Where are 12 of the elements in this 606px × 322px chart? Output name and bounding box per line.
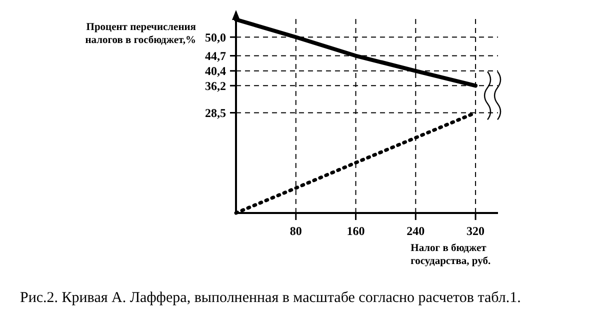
y-tick-label: 28,5 xyxy=(205,106,226,120)
x-tick-label: 160 xyxy=(346,224,365,238)
x-axis-title: Налог в бюджет государства, руб. xyxy=(410,243,491,267)
x-tick-label: 80 xyxy=(290,224,302,238)
text: Рис.2. Кривая А. Лаффера, выполненная в масштабе согласно расчетов табл.1. xyxy=(20,290,521,306)
x-tick-label: 320 xyxy=(466,224,485,238)
y-tick-label: 36,2 xyxy=(205,78,226,93)
x-tick-label: 240 xyxy=(406,224,425,238)
y-tick-label: 50,0 xyxy=(205,30,226,44)
y-axis-title: Процент перечисления налогов в госбюджет,% xyxy=(85,22,196,46)
y-tick-label: 40,4 xyxy=(205,64,226,78)
y-tick-label: 44,7 xyxy=(205,48,226,63)
